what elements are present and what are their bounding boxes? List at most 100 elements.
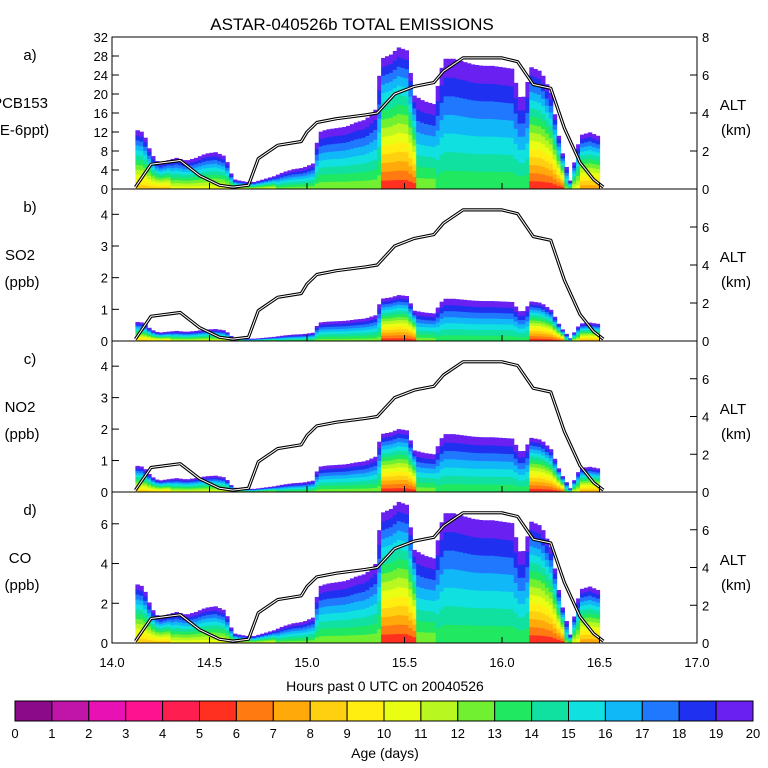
- stack-segment-19-20: [548, 309, 554, 313]
- stack-segment-15-16: [474, 323, 480, 330]
- stack-segment-7-8: [412, 483, 417, 487]
- stack-segment-16-17: [416, 586, 421, 598]
- alt-tick-label: 2: [702, 144, 709, 159]
- stack-segment-17-18: [225, 482, 230, 485]
- stack-segment-11-12: [166, 487, 172, 490]
- stack-segment-18-19: [533, 76, 538, 86]
- stack-segment-10-11: [143, 630, 148, 635]
- stack-segment-12-13: [552, 149, 558, 155]
- stack-segment-19-20: [139, 322, 144, 325]
- stack-segment-18-19: [170, 161, 175, 166]
- stack-segment-13-14: [361, 484, 367, 489]
- stack-segment-10-11: [174, 639, 179, 644]
- stack-segment-9-10: [537, 328, 542, 332]
- stack-segment-13-14: [318, 485, 324, 490]
- stack-segment-15-16: [252, 638, 257, 640]
- stack-segment-18-19: [287, 335, 292, 337]
- stack-segment-15-16: [260, 637, 265, 639]
- stack-segment-13-14: [576, 171, 581, 176]
- stack-segment-9-10: [404, 326, 409, 330]
- stack-segment-19-20: [209, 152, 214, 157]
- stack-segment-16-17: [193, 621, 199, 625]
- stack-segment-10-11: [162, 338, 168, 340]
- stack-segment-16-17: [552, 321, 558, 324]
- stack-segment-15-16: [537, 453, 542, 458]
- stack-segment-14-15: [595, 610, 601, 615]
- stack-segment-12-13: [533, 579, 538, 588]
- stack-segment-8-9: [544, 161, 550, 169]
- stack-segment-13-14: [529, 459, 534, 464]
- stack-segment-12-13: [139, 165, 144, 171]
- stack-segment-13-14: [443, 334, 448, 342]
- stack-segment-5-6: [400, 179, 406, 190]
- stack-segment-17-18: [509, 453, 515, 462]
- stack-segment-18-19: [478, 444, 484, 454]
- stack-segment-14-15: [548, 463, 554, 467]
- stack-segment-11-12: [408, 467, 413, 472]
- stack-segment-10-11: [408, 325, 413, 329]
- stack-segment-17-18: [451, 450, 456, 460]
- stack-segment-14-15: [225, 175, 230, 179]
- stack-segment-10-11: [595, 626, 601, 632]
- stack-segment-18-19: [486, 83, 491, 102]
- stack-segment-16-17: [268, 488, 273, 490]
- stack-segment-19-20: [509, 301, 515, 308]
- stack-segment-13-14: [197, 486, 203, 489]
- stack-segment-19-20: [478, 437, 484, 446]
- stack-segment-15-16: [287, 633, 292, 637]
- stack-segment-7-8: [533, 619, 538, 628]
- stack-segment-12-13: [260, 186, 265, 188]
- stack-segment-19-20: [225, 332, 230, 334]
- stack-segment-5-6: [400, 487, 406, 493]
- stack-segment-17-18: [299, 173, 304, 177]
- stack-segment-10-11: [205, 185, 211, 190]
- stack-segment-7-8: [385, 616, 390, 626]
- stack-segment-12-13: [205, 487, 211, 490]
- stack-segment-9-10: [135, 337, 140, 340]
- stack-segment-17-18: [264, 634, 269, 637]
- stack-segment-15-16: [377, 322, 382, 328]
- stack-segment-10-11: [162, 182, 168, 185]
- stack-segment-18-19: [443, 442, 448, 452]
- stack-segment-15-16: [166, 483, 172, 485]
- stack-segment-17-18: [435, 115, 441, 131]
- stack-segment-13-14: [271, 183, 277, 186]
- stack-segment-18-19: [349, 466, 355, 471]
- stack-segment-12-13: [186, 634, 191, 638]
- stack-segment-17-18: [283, 486, 289, 488]
- stack-segment-17-18: [404, 68, 409, 79]
- stack-segment-18-19: [502, 445, 507, 454]
- stack-segment-13-14: [338, 485, 343, 489]
- stack-segment-10-11: [576, 638, 581, 644]
- stack-segment-15-16: [166, 334, 172, 336]
- stack-segment-19-20: [346, 463, 351, 468]
- stack-segment-17-18: [279, 337, 285, 339]
- stack-segment-18-19: [521, 456, 526, 464]
- stack-segment-12-13: [158, 632, 164, 635]
- stack-segment-12-13: [381, 119, 386, 129]
- stack-segment-16-17: [388, 444, 394, 449]
- stack-segment-13-14: [583, 331, 589, 334]
- stack-segment-12-13: [178, 338, 183, 340]
- stack-segment-14-15: [166, 335, 172, 337]
- stack-segment-13-14: [353, 484, 359, 489]
- stack-segment-5-6: [408, 338, 413, 342]
- stack-segment-8-9: [166, 640, 172, 644]
- stack-segment-18-19: [322, 469, 328, 473]
- stack-segment-17-18: [260, 488, 265, 490]
- stack-segment-16-17: [334, 150, 339, 159]
- stack-segment-7-8: [544, 482, 550, 487]
- stack-segment-15-16: [310, 336, 316, 339]
- stack-segment-13-14: [572, 632, 577, 636]
- stack-segment-13-14: [346, 173, 351, 182]
- stack-segment-15-16: [361, 608, 367, 618]
- stack-segment-12-13: [576, 629, 581, 635]
- stack-segment-19-20: [353, 122, 359, 132]
- stack-segment-11-12: [392, 463, 398, 468]
- stack-segment-7-8: [556, 178, 562, 183]
- stack-segment-15-16: [158, 484, 164, 486]
- stack-segment-8-9: [591, 180, 597, 186]
- stack-segment-6-7: [385, 625, 390, 635]
- stack-segment-18-19: [498, 84, 503, 103]
- stack-segment-16-17: [447, 568, 452, 588]
